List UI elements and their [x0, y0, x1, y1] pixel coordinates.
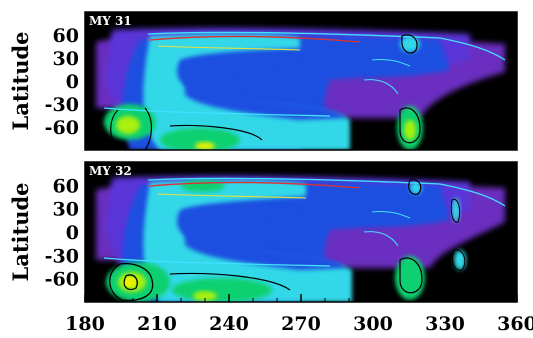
- y-tick-label: -60: [45, 117, 79, 139]
- x-tick-label: 300: [353, 313, 393, 335]
- x-tick-label: 330: [425, 313, 465, 335]
- y-tick-label: 30: [53, 48, 79, 70]
- panel-my32-label: MY 32: [89, 164, 132, 178]
- y-tick-label: 60: [53, 25, 79, 47]
- y-tick-label: -30: [45, 245, 79, 267]
- panel-my32-x-axis: 180 210 240 270 300 330 360: [65, 294, 533, 335]
- y-tick-label: -30: [45, 94, 79, 116]
- y-tick-label: 30: [53, 199, 79, 221]
- y-tick-label: 0: [66, 222, 79, 244]
- panel-my31-heatmap: [96, 27, 506, 150]
- y-tick-label: 0: [66, 71, 79, 93]
- x-tick-label: 270: [281, 313, 321, 335]
- x-tick-label: 240: [209, 313, 249, 335]
- y-tick-label: -60: [45, 269, 79, 291]
- x-tick-label: 210: [137, 313, 177, 335]
- panel-my31-y-axis-label: Latitude: [8, 31, 33, 130]
- panel-my32-heatmap: [96, 175, 506, 302]
- x-tick-label: 360: [497, 313, 533, 335]
- panel-my32-y-axis-label: Latitude: [8, 182, 33, 281]
- x-tick-label: 180: [65, 313, 105, 335]
- panel-my31-label: MY 31: [89, 14, 132, 28]
- y-tick-label: 60: [53, 175, 79, 197]
